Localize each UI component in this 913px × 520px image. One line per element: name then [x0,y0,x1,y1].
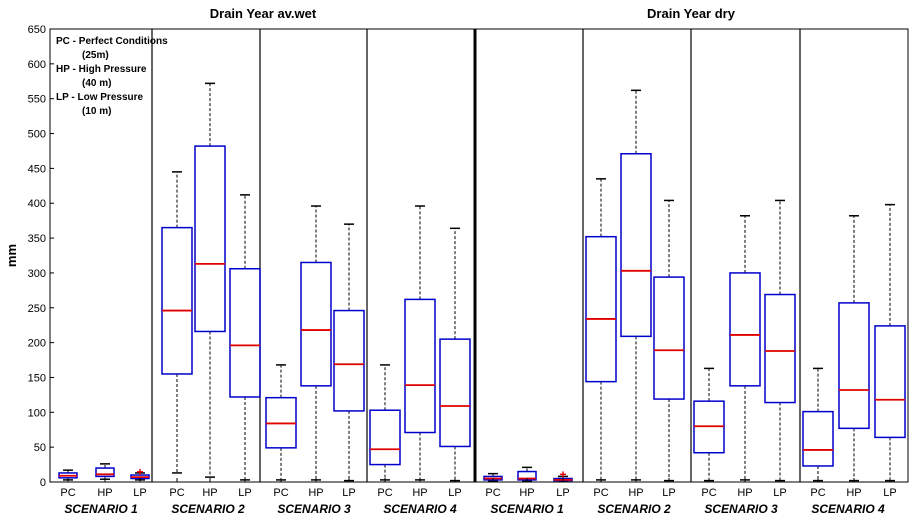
iqr-box [333,309,365,412]
iqr-box [404,298,436,434]
scenario-label: SCENARIO 3 [704,502,778,516]
category-label: LP [448,487,461,499]
legend-entry-detail: (10 m) [82,106,111,117]
category-label: PC [810,487,825,499]
iqr-box [729,272,761,387]
scenario-label: SCENARIO 2 [597,502,671,516]
y-tick-label: 650 [28,24,46,36]
iqr-box [161,226,193,375]
y-tick-label: 0 [40,477,46,489]
legend-entry-detail: (40 m) [82,78,111,89]
scenario-label: SCENARIO 2 [171,502,245,516]
y-tick-label: 250 [28,303,46,315]
iqr-box [585,235,617,383]
category-label: PC [377,487,392,499]
iqr-box [802,410,834,467]
y-tick-label: 400 [28,198,46,210]
category-label: HP [737,487,752,499]
iqr-box [874,325,906,439]
scenario-label: SCENARIO 3 [277,502,351,516]
y-tick-label: 600 [28,59,46,71]
category-label: HP [97,487,112,499]
outlier-marker: + [136,465,143,479]
category-label: PC [485,487,500,499]
iqr-box [653,276,685,400]
scenario-label: SCENARIO 1 [490,502,564,516]
category-label: LP [883,487,896,499]
scenario-label: SCENARIO 1 [64,502,138,516]
category-label: LP [662,487,675,499]
category-label: HP [519,487,534,499]
category-label: PC [701,487,716,499]
panel-title: Drain Year av.wet [210,6,317,21]
scenario-label: SCENARIO 4 [383,502,457,516]
legend-entry: PC - Perfect Conditions [56,36,168,47]
iqr-box [439,338,471,448]
y-tick-label: 150 [28,372,46,384]
iqr-box [229,267,261,398]
category-label: HP [308,487,323,499]
category-label: PC [593,487,608,499]
y-axis-label: mm [4,244,19,267]
y-tick-label: 300 [28,268,46,280]
category-label: HP [846,487,861,499]
category-label: PC [273,487,288,499]
scenario-label: SCENARIO 4 [811,502,885,516]
iqr-box [620,152,652,338]
iqr-box [838,302,870,430]
category-label: LP [773,487,786,499]
category-label: HP [202,487,217,499]
category-label: HP [412,487,427,499]
iqr-box [300,261,332,387]
y-tick-label: 100 [28,407,46,419]
category-label: PC [169,487,184,499]
y-tick-label: 350 [28,233,46,245]
category-label: LP [133,487,146,499]
y-tick-label: 200 [28,338,46,350]
category-label: PC [60,487,75,499]
panel-title: Drain Year dry [647,6,736,21]
category-label: LP [556,487,569,499]
outlier-marker: + [559,467,566,481]
y-tick-label: 500 [28,129,46,141]
legend-entry-detail: (25m) [82,50,109,61]
legend-entry: LP - Low Pressure [56,92,144,103]
legend-entry: HP - High Pressure [56,64,147,75]
iqr-box [194,145,226,333]
category-label: LP [342,487,355,499]
y-tick-label: 550 [28,94,46,106]
y-tick-label: 450 [28,163,46,175]
category-label: HP [628,487,643,499]
iqr-box [764,293,796,404]
plot-frame [49,28,909,483]
iqr-box [369,409,401,466]
iqr-box [95,467,115,478]
category-label: LP [238,487,251,499]
y-tick-label: 50 [34,442,46,454]
